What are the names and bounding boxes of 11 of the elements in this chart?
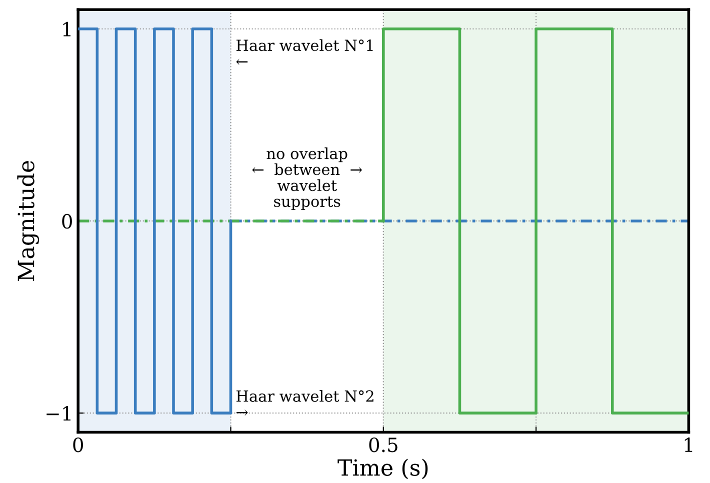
annotation: Haar wavelet N°2 → bbox=[236, 390, 374, 416]
y-axis-title: Magnitude bbox=[17, 160, 40, 281]
x-axis-title: Time (s) bbox=[338, 458, 428, 480]
x-tick-label: 1 bbox=[684, 437, 692, 452]
y-tick-label: 1 bbox=[63, 22, 70, 36]
annotation: no overlap ← between → wavelet supports bbox=[252, 147, 362, 210]
x-tick-label: 0 bbox=[73, 437, 83, 452]
annotation: Haar wavelet N°1 ← bbox=[236, 39, 373, 65]
y-tick-label: −1 bbox=[46, 406, 70, 420]
x-tick-label: 0.5 bbox=[369, 437, 398, 452]
y-tick-label: 0 bbox=[62, 214, 72, 229]
